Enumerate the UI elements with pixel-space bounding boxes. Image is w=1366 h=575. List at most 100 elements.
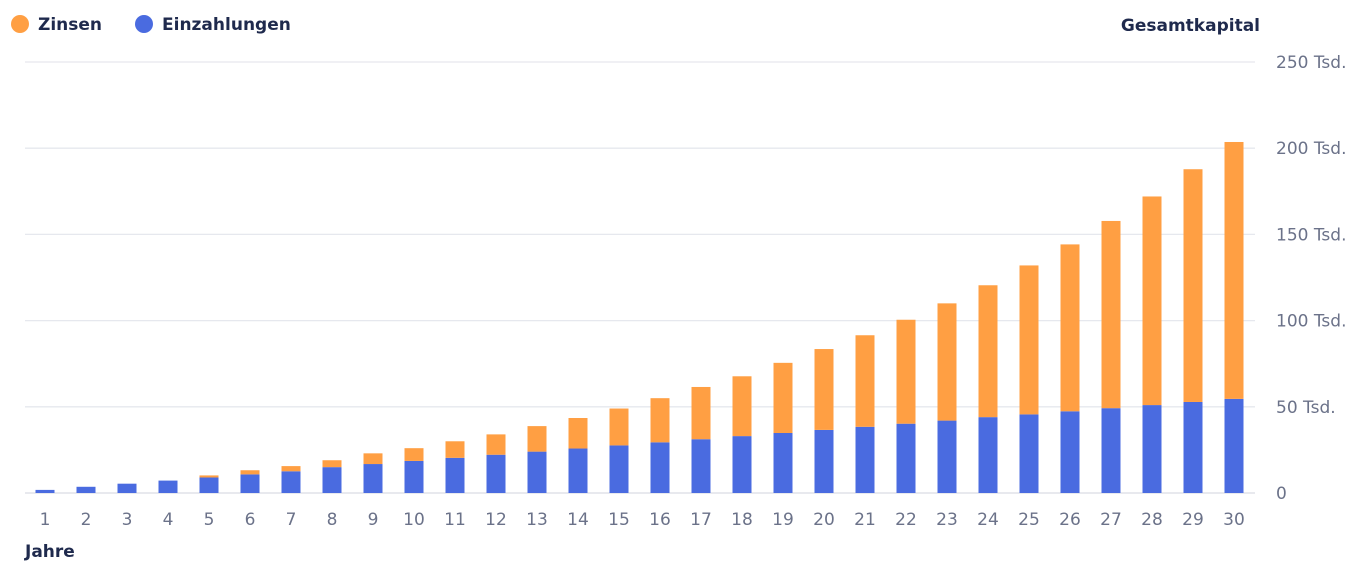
bar-einzahlungen-13[interactable]	[527, 451, 547, 493]
bar-zinsen-12[interactable]	[486, 434, 506, 455]
x-tick-label: 4	[163, 510, 174, 530]
bar-zinsen-24[interactable]	[978, 285, 998, 418]
y-tick-label: 200 Tsd.	[1276, 139, 1346, 159]
x-tick-label: 16	[649, 510, 671, 530]
bar-einzahlungen-26[interactable]	[1060, 411, 1080, 493]
bar-einzahlungen-7[interactable]	[281, 471, 301, 493]
bar-einzahlungen-4[interactable]	[158, 480, 178, 493]
bar-zinsen-22[interactable]	[896, 319, 916, 424]
x-tick-label: 20	[813, 510, 835, 530]
x-tick-label: 21	[854, 510, 876, 530]
x-tick-label: 1	[40, 510, 51, 530]
bar-zinsen-18[interactable]	[732, 376, 752, 437]
bar-zinsen-11[interactable]	[445, 441, 465, 458]
bar-zinsen-28[interactable]	[1142, 196, 1162, 406]
x-tick-label: 12	[485, 510, 507, 530]
y-tick-label: 150 Tsd.	[1276, 225, 1346, 245]
bar-einzahlungen-19[interactable]	[773, 433, 793, 493]
y-tick-label: 0	[1276, 484, 1287, 504]
bar-zinsen-25[interactable]	[1019, 265, 1039, 415]
bar-einzahlungen-14[interactable]	[568, 448, 588, 493]
x-tick-label: 30	[1223, 510, 1245, 530]
bar-zinsen-17[interactable]	[691, 386, 711, 440]
legend-swatch-zinsen	[11, 15, 29, 33]
bar-einzahlungen-21[interactable]	[855, 426, 875, 493]
bars	[35, 141, 1244, 493]
bar-zinsen-20[interactable]	[814, 349, 834, 430]
x-tick-label: 13	[526, 510, 548, 530]
x-tick-label: 19	[772, 510, 794, 530]
legend-label-einzahlungen: Einzahlungen	[162, 15, 291, 35]
y-axis-tick-labels: 0 50 Tsd. 100 Tsd. 150 Tsd. 200 Tsd. 250 Tsd.	[1276, 53, 1346, 504]
bar-einzahlungen-3[interactable]	[117, 483, 137, 493]
bar-einzahlungen-17[interactable]	[691, 439, 711, 493]
bar-einzahlungen-29[interactable]	[1183, 401, 1203, 493]
bar-zinsen-16[interactable]	[650, 398, 670, 443]
bar-einzahlungen-18[interactable]	[732, 436, 752, 493]
grid-lines	[25, 61, 1255, 494]
legend-swatch-einzahlungen	[135, 15, 153, 33]
x-tick-label: 24	[977, 510, 999, 530]
bar-zinsen-5[interactable]	[199, 475, 219, 478]
x-tick-label: 6	[245, 510, 256, 530]
bar-zinsen-13[interactable]	[527, 426, 547, 452]
bar-einzahlungen-11[interactable]	[445, 457, 465, 493]
bar-zinsen-21[interactable]	[855, 335, 875, 427]
bar-zinsen-26[interactable]	[1060, 244, 1080, 412]
x-tick-label: 10	[403, 510, 425, 530]
bar-einzahlungen-20[interactable]	[814, 429, 834, 493]
bar-einzahlungen-16[interactable]	[650, 442, 670, 493]
legend: Zinsen Einzahlungen	[11, 15, 291, 35]
bar-einzahlungen-1[interactable]	[35, 489, 55, 493]
x-tick-label: 18	[731, 510, 753, 530]
bar-zinsen-30[interactable]	[1224, 141, 1244, 399]
x-tick-label: 9	[368, 510, 379, 530]
bar-zinsen-27[interactable]	[1101, 220, 1121, 409]
bar-zinsen-29[interactable]	[1183, 169, 1203, 402]
bar-einzahlungen-6[interactable]	[240, 474, 260, 493]
bar-zinsen-10[interactable]	[404, 448, 424, 461]
bar-einzahlungen-27[interactable]	[1101, 408, 1121, 493]
bar-zinsen-14[interactable]	[568, 418, 588, 449]
bar-einzahlungen-12[interactable]	[486, 454, 506, 493]
bar-zinsen-7[interactable]	[281, 466, 301, 472]
bar-einzahlungen-23[interactable]	[937, 420, 957, 493]
x-tick-label: 8	[327, 510, 338, 530]
y-tick-label: 100 Tsd.	[1276, 312, 1346, 332]
bar-zinsen-6[interactable]	[240, 470, 260, 475]
x-tick-label: 7	[286, 510, 297, 530]
legend-label-zinsen: Zinsen	[38, 15, 102, 35]
bar-einzahlungen-30[interactable]	[1224, 398, 1244, 493]
bar-einzahlungen-10[interactable]	[404, 460, 424, 493]
x-tick-label: 26	[1059, 510, 1081, 530]
x-tick-label: 29	[1182, 510, 1204, 530]
x-tick-label: 11	[444, 510, 466, 530]
bar-zinsen-15[interactable]	[609, 408, 629, 446]
bar-einzahlungen-5[interactable]	[199, 477, 219, 493]
bar-einzahlungen-9[interactable]	[363, 464, 383, 493]
bar-einzahlungen-25[interactable]	[1019, 414, 1039, 493]
bar-einzahlungen-2[interactable]	[76, 486, 96, 493]
bar-einzahlungen-15[interactable]	[609, 445, 629, 493]
x-axis-tick-labels: 1 2 3 4 5 6 7 8 9 10 11 12 13 14 15 16 17 18 19 20 21 22 23 24 2…	[40, 510, 1245, 530]
bar-zinsen-9[interactable]	[363, 453, 383, 465]
bar-zinsen-23[interactable]	[937, 303, 957, 421]
legend-item-einzahlungen[interactable]: Einzahlungen	[135, 15, 291, 35]
bar-einzahlungen-24[interactable]	[978, 417, 998, 493]
y-axis-title: Gesamtkapital	[1121, 16, 1260, 36]
legend-item-zinsen[interactable]: Zinsen	[11, 15, 102, 35]
bar-zinsen-19[interactable]	[773, 362, 793, 434]
bar-einzahlungen-28[interactable]	[1142, 405, 1162, 493]
bar-einzahlungen-8[interactable]	[322, 467, 342, 493]
x-tick-label: 14	[567, 510, 589, 530]
y-tick-label: 250 Tsd.	[1276, 53, 1346, 73]
x-tick-label: 25	[1018, 510, 1040, 530]
bar-einzahlungen-22[interactable]	[896, 423, 916, 493]
x-tick-label: 5	[204, 510, 215, 530]
x-tick-label: 23	[936, 510, 958, 530]
x-tick-label: 3	[122, 510, 133, 530]
bar-zinsen-8[interactable]	[322, 460, 342, 468]
x-axis-title: Jahre	[24, 542, 75, 562]
x-tick-label: 2	[81, 510, 92, 530]
